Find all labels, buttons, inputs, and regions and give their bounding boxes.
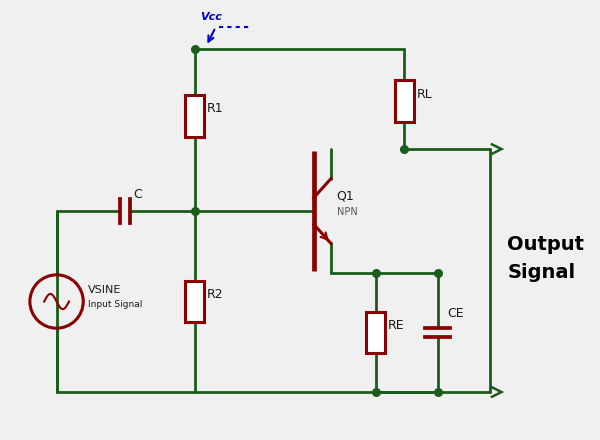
Text: Signal: Signal (507, 263, 575, 282)
Bar (366, 312, 385, 353)
Bar (185, 95, 204, 137)
Text: Vcc: Vcc (200, 11, 222, 22)
Text: Q1: Q1 (337, 190, 355, 202)
Text: RL: RL (416, 88, 433, 101)
Text: R1: R1 (207, 102, 224, 115)
Text: Input Signal: Input Signal (88, 300, 142, 309)
Text: R2: R2 (207, 288, 224, 301)
Text: CE: CE (447, 307, 464, 320)
Text: C: C (134, 188, 142, 201)
Bar (395, 81, 414, 122)
Text: NPN: NPN (337, 207, 358, 217)
Text: Output: Output (507, 235, 584, 253)
Text: RE: RE (388, 319, 405, 332)
Bar (185, 281, 204, 323)
Text: VSINE: VSINE (88, 285, 121, 295)
